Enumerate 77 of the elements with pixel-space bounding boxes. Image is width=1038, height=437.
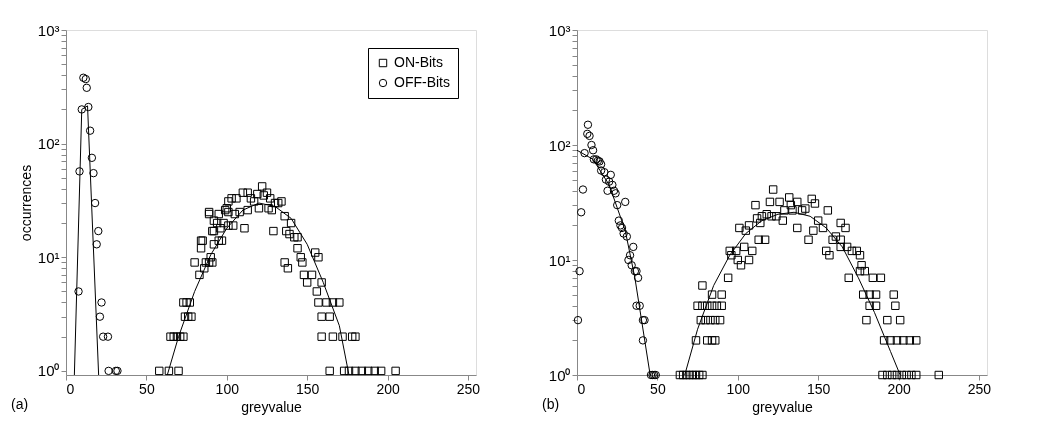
point: [622, 232, 632, 241]
x-tick-label: 50: [650, 380, 666, 397]
x-axis-title: greyvalue: [752, 398, 814, 415]
point: [85, 126, 95, 135]
point: [97, 298, 106, 307]
point: [94, 226, 103, 236]
point: [578, 185, 588, 194]
x-tick-label: 0: [577, 380, 586, 397]
x-tick-label: 150: [296, 380, 320, 397]
point: [104, 366, 113, 376]
point: [616, 221, 625, 230]
point: [632, 301, 641, 310]
point: [573, 315, 583, 325]
text: (b): [542, 396, 560, 412]
point: [89, 168, 98, 178]
y-axis-title: occurrences: [17, 164, 34, 242]
point: [84, 102, 93, 112]
point: [82, 83, 91, 92]
point: [103, 332, 113, 341]
point: [77, 105, 86, 114]
text: (a): [11, 396, 29, 412]
legend-label: OFF-Bits: [394, 74, 450, 90]
y-tick-label: 10¹: [37, 248, 60, 266]
x-tick-label: 250: [456, 380, 481, 397]
point: [635, 301, 644, 310]
point: [575, 266, 584, 276]
point: [609, 186, 619, 195]
point: [604, 177, 614, 186]
y-tick-label: 10³: [37, 21, 60, 39]
x-tick-label: 50: [139, 380, 155, 397]
point: [588, 146, 598, 155]
point: [74, 287, 83, 296]
point: [624, 255, 633, 265]
x-tick-label: 150: [807, 380, 831, 397]
point: [587, 140, 596, 150]
x-tick-label: 200: [887, 380, 911, 397]
point: [625, 251, 635, 260]
point: [638, 336, 648, 345]
point: [627, 261, 636, 270]
y-tick-label: 10²: [548, 136, 571, 154]
point: [633, 273, 643, 283]
point: [601, 175, 611, 184]
point: [589, 155, 599, 164]
y-tick-label: 10²: [37, 135, 60, 153]
y-tick-label: 10³: [548, 21, 571, 39]
y-tick-label: 10¹: [548, 251, 571, 269]
point: [596, 166, 606, 175]
point: [92, 240, 101, 249]
point: [580, 148, 589, 158]
point: [95, 312, 105, 321]
point: [98, 332, 108, 341]
point: [619, 229, 628, 238]
x-tick-label: 100: [726, 380, 751, 397]
x-tick-label: 200: [376, 380, 400, 397]
point: [75, 167, 84, 176]
y-tick-label: 10⁰: [548, 366, 571, 384]
point: [87, 153, 97, 163]
x-tick-label: 100: [215, 380, 240, 397]
point: [583, 120, 593, 129]
point: [608, 180, 617, 190]
point: [611, 189, 620, 198]
point: [612, 200, 622, 210]
x-tick-label: 250: [967, 380, 992, 397]
point: [600, 168, 609, 177]
point: [606, 170, 615, 180]
point: [617, 223, 627, 233]
point: [603, 186, 612, 195]
legend-label: ON-Bits: [394, 54, 443, 70]
point: [90, 198, 100, 208]
y-tick-label: 10⁰: [37, 362, 60, 380]
point: [621, 197, 630, 207]
x-tick-label: 0: [66, 380, 75, 397]
point: [576, 208, 586, 217]
point: [596, 160, 606, 169]
x-axis-title: greyvalue: [241, 398, 303, 415]
point: [614, 216, 624, 225]
point: [629, 242, 638, 252]
